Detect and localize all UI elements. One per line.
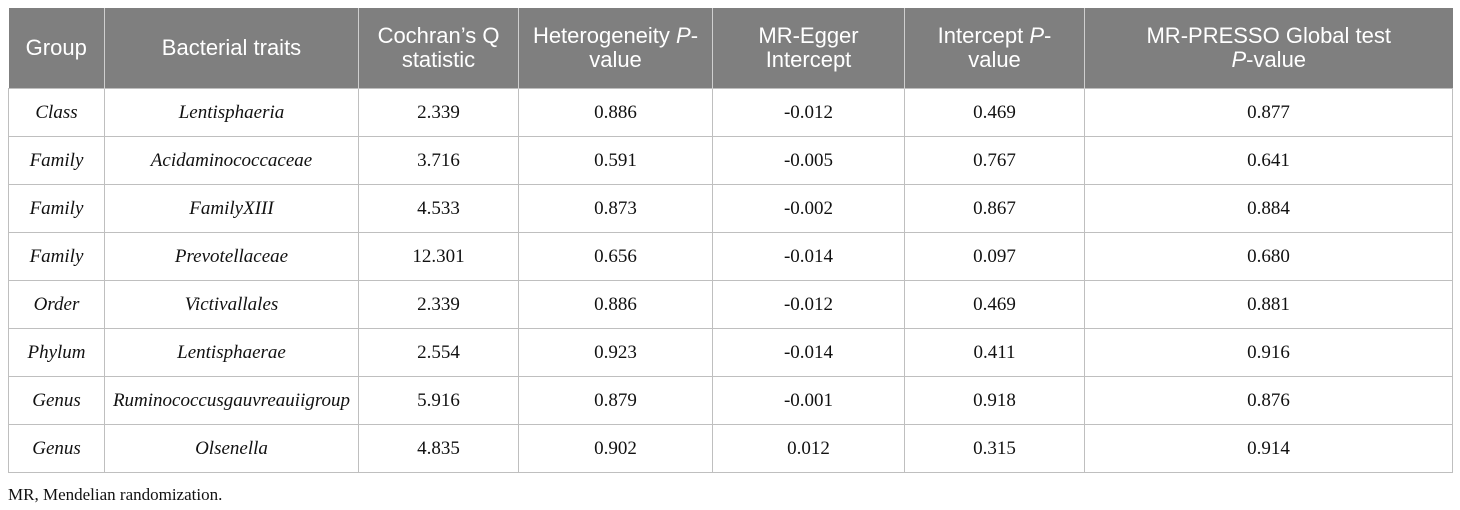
header-mr-egger-intercept: MR-Egger Intercept	[712, 8, 905, 89]
cell-heterogeneity-p: 0.902	[518, 424, 713, 473]
cell-intercept-p: 0.767	[904, 136, 1085, 185]
cell-bacterial-trait: Victivallales	[104, 280, 359, 329]
cell-group: Genus	[8, 424, 105, 473]
header-bacterial-traits: Bacterial traits	[104, 8, 359, 89]
cell-cochran-q: 2.339	[358, 88, 519, 137]
cell-cochran-q: 4.835	[358, 424, 519, 473]
cell-mr-presso-p: 0.680	[1084, 232, 1453, 281]
cell-group: Genus	[8, 376, 105, 425]
cell-mr-presso-p: 0.881	[1084, 280, 1453, 329]
cell-cochran-q: 2.554	[358, 328, 519, 377]
cell-intercept-p: 0.918	[904, 376, 1085, 425]
cell-bacterial-trait: Lentisphaerae	[104, 328, 359, 377]
cell-cochran-q: 4.533	[358, 184, 519, 233]
cell-group: Family	[8, 232, 105, 281]
header-intercept-p: Intercept P-value	[904, 8, 1085, 89]
cell-cochran-q: 2.339	[358, 280, 519, 329]
table-row: Order Victivallales 2.339 0.886 -0.012 0.469 0…	[8, 280, 1453, 329]
cell-intercept-p: 0.097	[904, 232, 1085, 281]
cell-heterogeneity-p: 0.879	[518, 376, 713, 425]
cell-heterogeneity-p: 0.886	[518, 88, 713, 137]
cell-cochran-q: 12.301	[358, 232, 519, 281]
cell-mr-egger-intercept: -0.005	[712, 136, 905, 185]
cell-group: Class	[8, 88, 105, 137]
cell-intercept-p: 0.469	[904, 280, 1085, 329]
cell-cochran-q: 5.916	[358, 376, 519, 425]
cell-mr-presso-p: 0.641	[1084, 136, 1453, 185]
cell-mr-presso-p: 0.877	[1084, 88, 1453, 137]
cell-mr-egger-intercept: -0.014	[712, 232, 905, 281]
cell-cochran-q: 3.716	[358, 136, 519, 185]
table-row: Family FamilyXIII 4.533 0.873 -0.002 0.867 0.8…	[8, 184, 1453, 233]
cell-intercept-p: 0.411	[904, 328, 1085, 377]
cell-bacterial-trait: Ruminococcusgauvreauiigroup	[104, 376, 359, 425]
cell-heterogeneity-p: 0.873	[518, 184, 713, 233]
cell-heterogeneity-p: 0.923	[518, 328, 713, 377]
cell-bacterial-trait: Lentisphaeria	[104, 88, 359, 137]
cell-group: Phylum	[8, 328, 105, 377]
table-body: Class Lentisphaeria 2.339 0.886 -0.012 0.469 0…	[8, 88, 1453, 473]
cell-mr-presso-p: 0.876	[1084, 376, 1453, 425]
header-group: Group	[8, 8, 105, 89]
cell-group: Family	[8, 136, 105, 185]
cell-bacterial-trait: Acidaminococcaceae	[104, 136, 359, 185]
cell-mr-egger-intercept: -0.012	[712, 280, 905, 329]
table-row: Family Acidaminococcaceae 3.716 0.591 -0.005…	[8, 136, 1453, 185]
cell-mr-egger-intercept: 0.012	[712, 424, 905, 473]
table-row: Genus Ruminococcusgauvreauiigroup 5.916 0.8…	[8, 376, 1453, 425]
cell-mr-presso-p: 0.916	[1084, 328, 1453, 377]
cell-intercept-p: 0.315	[904, 424, 1085, 473]
cell-mr-presso-p: 0.914	[1084, 424, 1453, 473]
cell-intercept-p: 0.867	[904, 184, 1085, 233]
cell-heterogeneity-p: 0.886	[518, 280, 713, 329]
cell-mr-presso-p: 0.884	[1084, 184, 1453, 233]
table-row: Genus Olsenella 4.835 0.902 0.012 0.315 0.914	[8, 424, 1453, 473]
table-row: Phylum Lentisphaerae 2.554 0.923 -0.014 0.411…	[8, 328, 1453, 377]
table-row: Family Prevotellaceae 12.301 0.656 -0.014 0.0…	[8, 232, 1453, 281]
header-mr-presso-p: MR-PRESSO Global test P-value	[1084, 8, 1453, 89]
cell-mr-egger-intercept: -0.001	[712, 376, 905, 425]
cell-bacterial-trait: FamilyXIII	[104, 184, 359, 233]
cell-mr-egger-intercept: -0.014	[712, 328, 905, 377]
cell-intercept-p: 0.469	[904, 88, 1085, 137]
header-heterogeneity-p: Heterogeneity P-value	[518, 8, 713, 89]
cell-heterogeneity-p: 0.656	[518, 232, 713, 281]
cell-group: Order	[8, 280, 105, 329]
cell-heterogeneity-p: 0.591	[518, 136, 713, 185]
cell-bacterial-trait: Olsenella	[104, 424, 359, 473]
cell-group: Family	[8, 184, 105, 233]
cell-mr-egger-intercept: -0.002	[712, 184, 905, 233]
table-footnote: MR, Mendelian randomization.	[8, 485, 223, 504]
table-row: Class Lentisphaeria 2.339 0.886 -0.012 0.469 0…	[8, 88, 1453, 137]
cell-mr-egger-intercept: -0.012	[712, 88, 905, 137]
cell-bacterial-trait: Prevotellaceae	[104, 232, 359, 281]
